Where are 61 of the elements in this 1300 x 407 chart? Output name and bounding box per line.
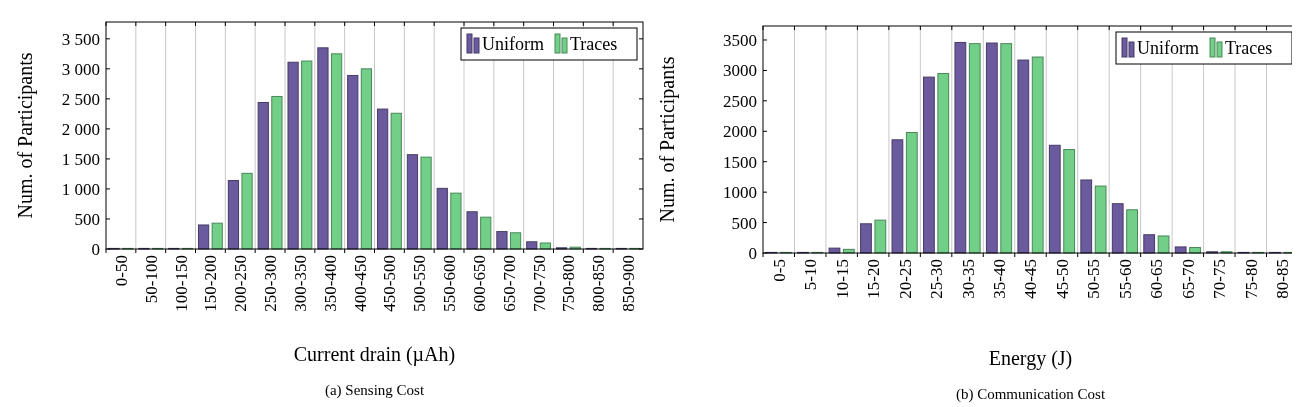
y-tick-label: 2 000	[61, 119, 100, 139]
y-axis-title: Num. of Participants	[656, 56, 679, 223]
legend-label: Traces	[570, 34, 618, 55]
x-tick-label: 65-70	[1178, 259, 1198, 299]
text: (a) Sensing Cost	[324, 382, 425, 399]
x-tick-label: 5-10	[801, 259, 821, 291]
x-tick-label: 60-65	[1147, 259, 1167, 299]
x-tick-label: 750-800	[559, 255, 579, 312]
y-tick-label: 1 500	[61, 149, 100, 169]
y-tick-label: 0	[91, 239, 100, 259]
x-tick-label: 55-60	[1115, 259, 1135, 299]
y-tick-label: 1500	[723, 152, 757, 172]
x-tick-label: 800-850	[589, 255, 609, 312]
x-tick-label: 500-550	[410, 255, 430, 312]
x-tick-label: 70-75	[1210, 259, 1230, 299]
y-tick-label: 3500	[723, 30, 757, 50]
x-tick-label: 25-30	[927, 259, 947, 299]
x-tick-label: 350-400	[320, 255, 340, 312]
y-tick-label: 2000	[723, 122, 757, 142]
y-tick-label: 2 500	[61, 89, 100, 109]
x-tick-label: 700-750	[529, 255, 549, 312]
x-tick-label: 10-15	[832, 259, 852, 299]
y-tick-label: 3000	[723, 61, 757, 81]
x-tick-label: 150-200	[201, 255, 221, 312]
x-tick-label: 200-250	[231, 255, 251, 312]
legend-label: Traces	[1225, 38, 1273, 59]
x-tick-label: 80-85	[1273, 259, 1293, 299]
y-tick-label: 0	[748, 243, 757, 263]
x-tick-label: 850-900	[619, 255, 639, 312]
x-axis-title: Current drain (µAh)	[293, 343, 456, 366]
x-tick-label: 100-150	[171, 255, 191, 312]
y-axis-title: Num. of Participants	[14, 52, 37, 219]
x-tick-label: 75-80	[1241, 259, 1261, 299]
x-tick-label: 550-600	[440, 255, 460, 312]
x-axis-title: Energy (J)	[988, 347, 1073, 370]
y-tick-label: 2500	[723, 91, 757, 111]
x-tick-label: 600-650	[469, 255, 489, 312]
x-tick-label: 250-300	[261, 255, 281, 312]
legend-label: Uniform	[482, 34, 544, 55]
legend-label: Uniform	[1137, 38, 1199, 59]
y-tick-label: 1 000	[61, 179, 100, 199]
x-tick-label: 15-20	[864, 259, 884, 299]
x-tick-label: 400-450	[350, 255, 370, 312]
y-tick-label: 3 500	[61, 29, 100, 49]
x-tick-label: 0-5	[769, 259, 789, 282]
x-tick-label: 30-35	[958, 259, 978, 299]
y-tick-label: 500	[74, 209, 100, 229]
x-tick-label: 35-40	[989, 259, 1009, 299]
x-tick-label: 450-500	[380, 255, 400, 312]
x-tick-label: 20-25	[895, 259, 915, 299]
x-tick-label: 650-700	[499, 255, 519, 312]
x-tick-label: 300-350	[290, 255, 310, 312]
x-tick-label: 45-50	[1052, 259, 1072, 299]
y-tick-label: 1000	[723, 183, 757, 203]
x-tick-label: 0-50	[111, 255, 131, 287]
x-tick-label: 50-100	[141, 255, 161, 304]
y-tick-label: 3 000	[61, 59, 100, 79]
text: (b) Communication Cost	[955, 386, 1106, 403]
x-tick-label: 50-55	[1084, 259, 1104, 299]
y-tick-label: 500	[731, 213, 757, 233]
x-tick-label: 40-45	[1021, 259, 1041, 299]
